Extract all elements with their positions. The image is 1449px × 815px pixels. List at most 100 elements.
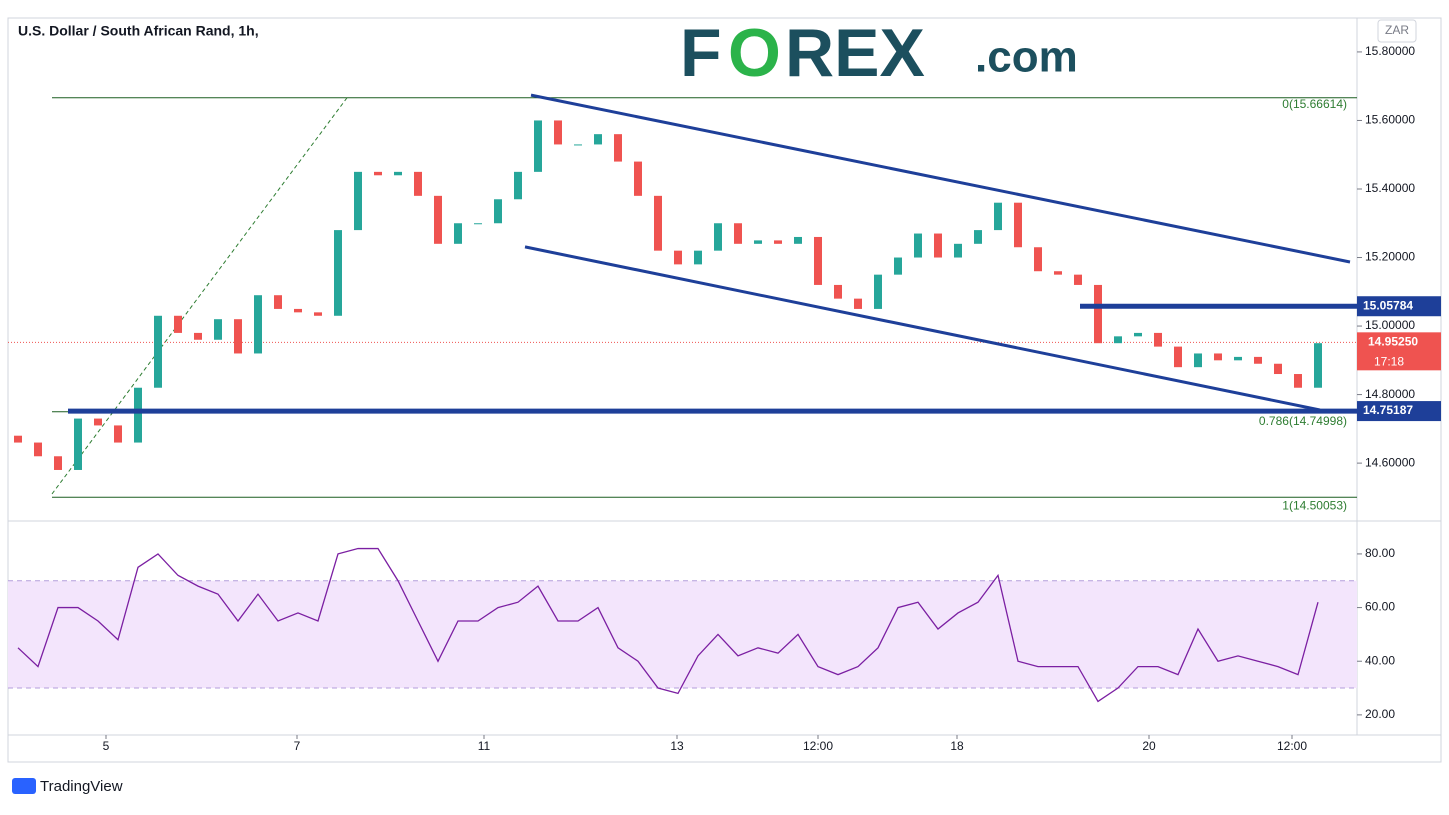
x-tick-label: 7 <box>294 739 301 753</box>
fib-label: 0.786(14.74998) <box>1259 414 1347 428</box>
candle <box>654 195 662 251</box>
x-tick-label: 13 <box>670 739 684 753</box>
candle <box>994 202 1002 231</box>
y-tick-label: 15.40000 <box>1365 181 1415 195</box>
rsi-y-tick-label: 80.00 <box>1365 546 1395 560</box>
candle <box>114 425 122 443</box>
candle <box>634 161 642 196</box>
candle <box>1094 284 1102 344</box>
candle <box>1014 202 1022 248</box>
candle <box>1274 363 1282 375</box>
candle <box>694 250 702 265</box>
candle <box>1234 356 1242 361</box>
candle <box>74 418 82 470</box>
candle <box>894 257 902 275</box>
candle <box>1074 274 1082 285</box>
x-tick-label: 18 <box>950 739 964 753</box>
x-tick-label: 11 <box>478 739 491 753</box>
x-tick-label: 20 <box>1142 739 1156 753</box>
candle <box>954 243 962 258</box>
candle <box>294 308 302 313</box>
candle <box>714 223 722 251</box>
candle <box>594 134 602 145</box>
candle <box>494 199 502 224</box>
level-tag <box>1357 296 1441 317</box>
candle <box>754 240 762 244</box>
candle <box>1214 353 1222 361</box>
rsi-band <box>8 580 1357 689</box>
footer-brand[interactable]: TradingView <box>40 778 123 795</box>
candle <box>1254 356 1262 364</box>
candle <box>934 233 942 258</box>
candle <box>1174 346 1182 368</box>
candle <box>854 298 862 309</box>
logo-text: O <box>728 15 781 91</box>
candle <box>174 315 182 333</box>
candle <box>1134 332 1142 337</box>
rsi-y-tick-label: 40.00 <box>1365 653 1395 667</box>
candle <box>434 195 442 244</box>
candle <box>1034 247 1042 272</box>
logo-text: REX <box>785 15 925 91</box>
candle <box>154 315 162 388</box>
channel-line <box>530 93 1351 264</box>
candle <box>474 223 482 225</box>
level-label: 14.75187 <box>1363 403 1413 417</box>
chart-title: U.S. Dollar / South African Rand, 1h, <box>18 23 259 39</box>
candle <box>1314 343 1322 388</box>
frame <box>7 17 1442 763</box>
price-tag <box>1357 332 1441 371</box>
rsi-y-tick-label: 20.00 <box>1365 707 1395 721</box>
candle <box>54 456 62 470</box>
candle <box>814 236 822 285</box>
candle <box>834 284 842 299</box>
level-label: 15.05784 <box>1363 298 1413 312</box>
candle <box>34 442 42 457</box>
candle <box>1054 271 1062 275</box>
logo: F O REX .com <box>680 15 1078 91</box>
fib-label: 1(14.50053) <box>1282 498 1347 512</box>
candle <box>194 332 202 340</box>
candle <box>274 295 282 309</box>
candle <box>554 120 562 145</box>
logo-text: .com <box>975 33 1078 82</box>
candle <box>874 274 882 309</box>
candle <box>774 240 782 244</box>
candle <box>214 319 222 340</box>
candle <box>914 233 922 258</box>
rsi-y-tick-label: 60.00 <box>1365 600 1395 614</box>
candle <box>674 250 682 265</box>
candle <box>254 295 262 354</box>
candle <box>734 223 742 244</box>
y-tick-label: 14.80000 <box>1365 387 1415 401</box>
y-tick-label: 15.60000 <box>1365 113 1415 127</box>
fib-trend <box>51 96 349 495</box>
currency: ZAR <box>1385 23 1409 37</box>
candle <box>1194 353 1202 368</box>
x-tick-label: 12:00 <box>1277 739 1307 753</box>
channel-line <box>524 245 1321 412</box>
candle <box>574 144 582 146</box>
candle <box>394 171 402 176</box>
tv-icon <box>12 778 36 794</box>
y-tick-label: 15.80000 <box>1365 44 1415 58</box>
y-tick-label: 14.60000 <box>1365 455 1415 469</box>
x-tick-label: 5 <box>103 739 110 753</box>
candle <box>14 435 22 443</box>
candle <box>334 230 342 316</box>
fib-label: 0(15.66614) <box>1282 97 1347 111</box>
candle <box>234 319 242 354</box>
x-tick-label: 12:00 <box>803 739 833 753</box>
logo-text: F <box>680 15 722 91</box>
candle <box>1154 332 1162 347</box>
rsi-line <box>17 547 1319 703</box>
candle <box>794 236 802 244</box>
candle <box>974 230 982 244</box>
countdown: 17:18 <box>1374 355 1404 369</box>
candle <box>354 171 362 231</box>
candle <box>1114 336 1122 344</box>
candle <box>1294 374 1302 388</box>
candle <box>454 223 462 244</box>
